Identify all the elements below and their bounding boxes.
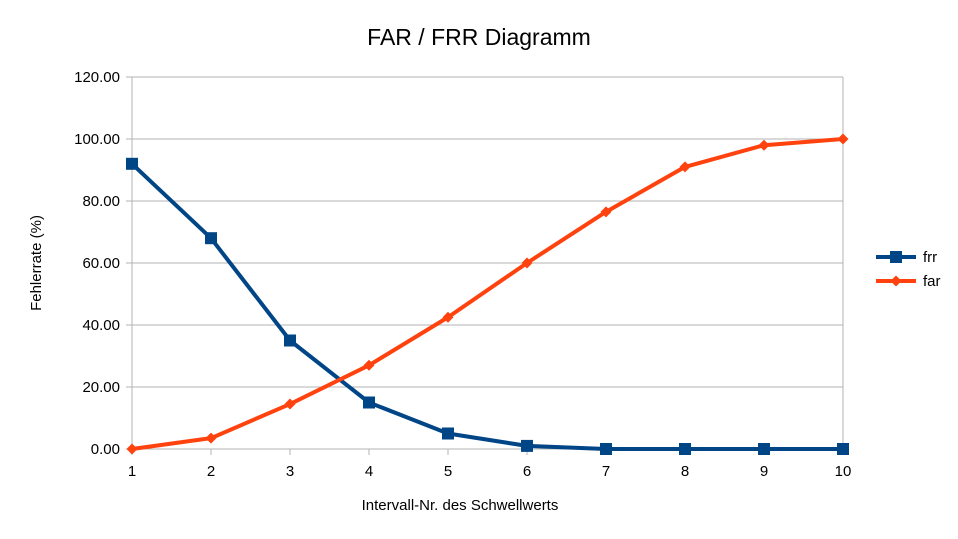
x-axis-ticks: 1 2 3 4 5 6 7 8 9 10 (128, 449, 852, 480)
series-line-far (131, 137, 844, 451)
chart-title: FAR / FRR Diagramm (367, 24, 591, 50)
y-tick-label: 100.00 (74, 131, 120, 148)
data-point-frr (837, 443, 849, 455)
y-axis-label: Fehlerrate (%) (28, 215, 45, 311)
y-tick-label: 60.00 (82, 255, 120, 272)
y-tick-label: 40.00 (82, 317, 120, 334)
y-tick-label: 120.00 (74, 69, 120, 86)
x-tick-label: 7 (602, 463, 610, 480)
legend-item-far: far (876, 273, 941, 290)
data-point-far (521, 257, 533, 269)
data-point-far (758, 139, 770, 151)
data-point-frr (363, 396, 375, 409)
legend-marker (890, 275, 902, 287)
y-tick-label: 80.00 (82, 193, 120, 210)
series-frr (126, 157, 849, 455)
data-point-far (205, 432, 217, 444)
data-point-far (442, 311, 454, 323)
x-tick-label: 4 (365, 463, 373, 480)
y-axis-ticks: 0.00 20.00 40.00 60.00 80.00 100.00 120.00 (74, 69, 132, 458)
data-point-frr (600, 443, 612, 455)
data-point-far (363, 359, 375, 371)
series-layer (126, 133, 849, 455)
x-tick-label: 6 (523, 463, 531, 480)
y-tick-label: 20.00 (82, 379, 120, 396)
legend-label: far (923, 273, 941, 290)
x-tick-label: 5 (444, 463, 452, 480)
legend: frr far (876, 249, 941, 290)
x-tick-label: 3 (286, 463, 294, 480)
data-point-frr (442, 427, 454, 440)
grid (131, 76, 844, 450)
data-point-frr (205, 232, 217, 245)
x-tick-label: 10 (835, 463, 852, 480)
data-point-far (837, 133, 849, 145)
series-line-frr (130, 162, 843, 451)
legend-label: frr (923, 249, 937, 266)
data-point-frr (679, 443, 691, 455)
x-axis-label: Intervall-Nr. des Schwellwerts (362, 497, 559, 514)
data-point-frr (758, 443, 770, 455)
data-point-frr (284, 334, 296, 347)
data-point-far (679, 161, 691, 173)
data-point-frr (521, 439, 533, 452)
data-point-frr (126, 157, 138, 170)
legend-marker (890, 251, 902, 263)
series-far (126, 133, 849, 455)
x-tick-label: 8 (681, 463, 689, 480)
data-point-far (126, 443, 138, 455)
x-tick-label: 2 (207, 463, 215, 480)
x-tick-label: 1 (128, 463, 136, 480)
y-tick-label: 0.00 (91, 441, 120, 458)
data-point-far (284, 398, 296, 410)
legend-item-frr: frr (876, 249, 937, 266)
x-tick-label: 9 (760, 463, 768, 480)
data-point-far (600, 206, 612, 218)
